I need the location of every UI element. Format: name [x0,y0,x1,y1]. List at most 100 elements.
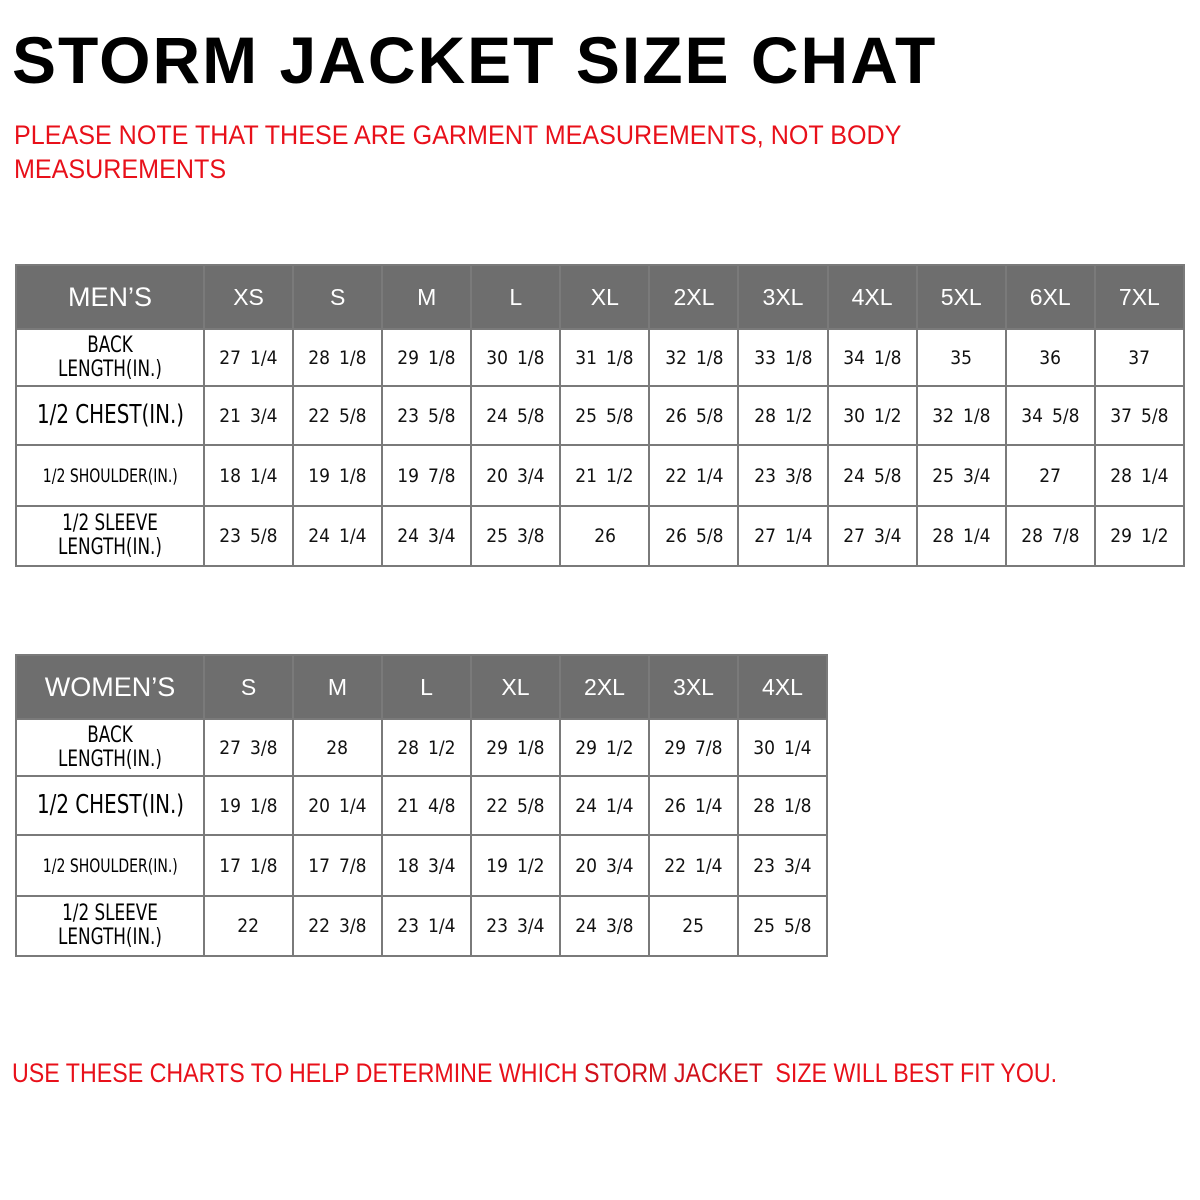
measurement-value: 22 5/8 [308,404,367,427]
measurement-cell: 27 1/4 [202,328,295,387]
measurement-cell: 25 5/8 [737,895,828,957]
measurement-value: 29 7/8 [664,736,723,759]
size-header: 2XL [559,654,650,720]
measurement-value: 21 1/2 [575,464,635,487]
measurement-value: 35 [950,346,973,369]
measurement-value: 21 4/8 [397,794,456,817]
size-header: 4XL [737,654,828,720]
table-row: BACK LENGTH(IN.) 27 1/4 28 1/8 29 1/8 30 1/8… [15,328,1186,387]
measurement-value: 19 1/8 [219,794,278,817]
measurement-cell: 25 [648,895,739,957]
measurement-cell: 24 3/8 [559,895,650,957]
measurement-cell: 25 3/8 [470,505,562,567]
measurement-cell: 33 1/8 [737,328,829,387]
measurement-value: 23 1/4 [397,915,456,937]
measurement-value: 28 1/2 [753,404,813,427]
measurement-value: 28 1/8 [308,346,367,369]
measurement-value: 23 5/8 [219,525,278,547]
measurement-value: 32 1/8 [664,346,724,369]
table-row: 1/2 CHEST(IN.) 21 3/4 22 5/8 23 5/8 24 5/8 25… [15,385,1186,446]
measurement-cell: 37 5/8 [1093,385,1186,446]
footer-note: USE THESE CHARTS TO HELP DETERMINE WHICH… [12,1058,1057,1089]
table-row: 1/2 SLEEVE LENGTH(IN.) 22 22 3/8 23 1/4 23 3… [15,895,828,957]
measurement-value: 37 5/8 [1110,404,1169,427]
measurement-value: 25 3/4 [932,464,991,487]
measurement-cell: 22 5/8 [292,385,384,446]
measurement-value: 22 3/8 [308,915,367,937]
measurement-cell: 30 1/8 [470,328,562,387]
table-row: 1/2 CHEST(IN.) 19 1/8 20 1/4 21 4/8 22 5/8 24… [15,775,828,836]
measurement-cell: 27 [1004,444,1096,507]
measurement-value: 27 [1039,464,1062,487]
table-row: 1/2 SLEEVE LENGTH(IN.) 23 5/8 24 1/4 24 3/4… [15,505,1186,567]
measurement-value: 18 3/4 [397,854,456,877]
size-header: M [292,654,383,720]
measurement-cell: 19 1/2 [470,834,561,897]
measurement-value: 25 3/8 [486,525,545,547]
row-label-text: BACK LENGTH(IN.) [58,722,162,772]
row-label: 1/2 SHOULDER(IN.) [15,444,205,507]
page-title: STORM JACKET SIZE CHAT [12,23,938,97]
measurement-value: 25 [682,915,705,937]
measurement-cell: 22 1/4 [648,834,739,897]
measurement-value: 24 5/8 [486,404,545,427]
measurement-value: 23 5/8 [397,404,456,427]
measurement-cell: 27 1/4 [737,505,829,567]
size-header: M [381,264,473,330]
measurement-cell: 26 5/8 [648,385,740,446]
size-header: 5XL [915,264,1007,330]
row-label-text: 1/2 SHOULDER(IN.) [42,854,178,877]
measurement-cell: 29 1/2 [559,718,650,777]
measurement-value: 29 1/2 [1110,525,1169,547]
header-row: MEN’S XS S M L XL 2XL 3XL 4XL 5XL 6XL 7XL [15,264,1186,330]
measurement-cell: 19 1/8 [292,444,384,507]
garment-note: PLEASE NOTE THAT THESE ARE GARMENT MEASU… [14,120,901,184]
measurement-value: 30 1/4 [753,736,812,759]
measurement-value: 26 5/8 [664,525,724,547]
measurement-value: 24 3/8 [575,915,634,937]
row-label: 1/2 CHEST(IN.) [15,385,205,446]
measurement-value: 18 1/4 [219,464,278,487]
measurement-cell: 28 [292,718,383,777]
row-label-text: 1/2 CHEST(IN.) [36,789,184,820]
row-label: 1/2 SLEEVE LENGTH(IN.) [15,505,205,567]
footer-brand: STORM JACKET [584,1058,763,1088]
header-row: WOMEN’S S M L XL 2XL 3XL 4XL [15,654,828,720]
measurement-value: 27 3/4 [842,525,902,547]
measurement-cell: 24 1/4 [292,505,384,567]
row-label: 1/2 SHOULDER(IN.) [15,834,205,897]
measurement-cell: 23 5/8 [381,385,473,446]
measurement-cell: 25 5/8 [559,385,651,446]
measurement-value: 34 5/8 [1021,404,1080,427]
measurement-value: 27 1/4 [753,525,813,547]
measurement-cell: 24 5/8 [470,385,562,446]
measurement-cell: 24 5/8 [826,444,918,507]
measurement-value: 26 5/8 [664,404,724,427]
size-header: S [203,654,294,720]
measurement-cell: 29 1/2 [1093,505,1186,567]
measurement-value: 36 [1039,346,1062,369]
measurement-value: 26 [593,525,616,547]
mens-header-label: MEN’S [15,264,205,330]
measurement-value: 29 1/2 [575,736,634,759]
measurement-cell: 35 [915,328,1007,387]
measurement-cell: 26 5/8 [648,505,740,567]
measurement-value: 33 1/8 [753,346,813,369]
row-label: 1/2 SLEEVE LENGTH(IN.) [15,895,205,957]
measurement-cell: 18 1/4 [202,444,295,507]
table-row: 1/2 SHOULDER(IN.) 17 1/8 17 7/8 18 3/4 19 1/… [15,834,828,897]
measurement-value: 23 3/8 [753,464,813,487]
measurement-value: 25 5/8 [575,404,635,427]
measurement-cell: 34 5/8 [1004,385,1096,446]
measurement-cell: 28 1/2 [381,718,472,777]
row-label-text: 1/2 CHEST(IN.) [36,399,184,430]
measurement-value: 22 1/4 [664,854,723,877]
measurement-cell: 34 1/8 [826,328,918,387]
size-header: 2XL [648,264,740,330]
measurement-value: 34 1/8 [842,346,902,369]
measurement-value: 22 5/8 [486,794,545,817]
size-header: XL [559,264,651,330]
measurement-cell: 22 3/8 [292,895,383,957]
size-header: 3XL [737,264,829,330]
measurement-cell: 23 3/4 [737,834,828,897]
